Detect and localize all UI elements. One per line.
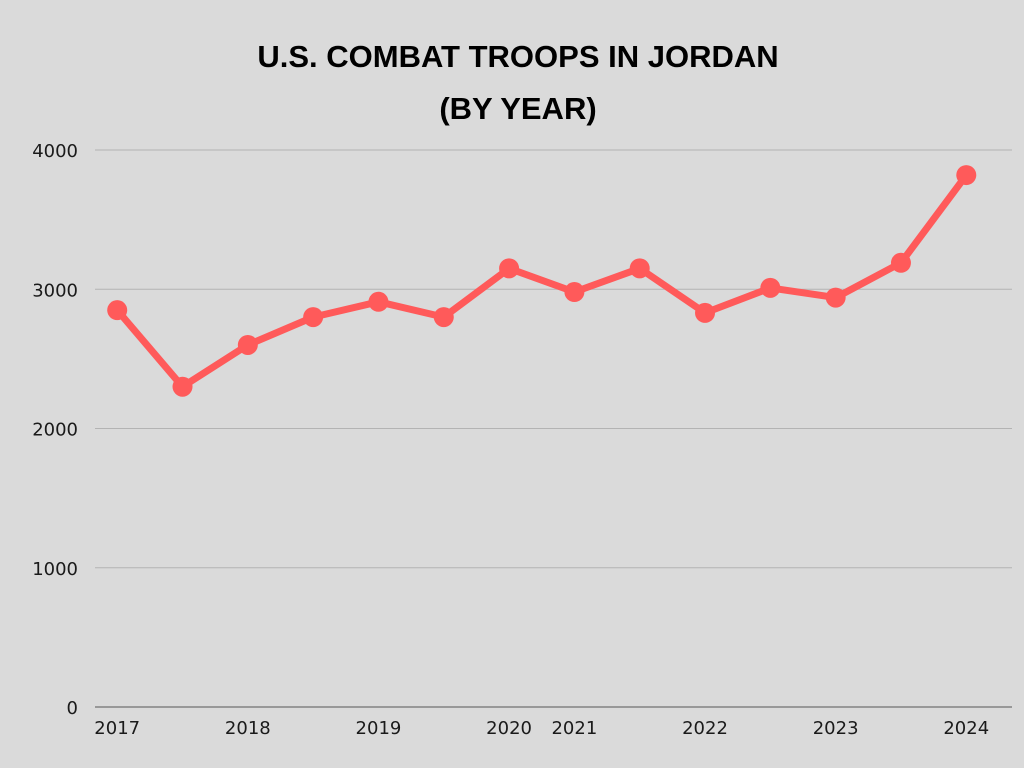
x-tick-label: 2020 xyxy=(486,718,532,739)
series xyxy=(107,165,977,397)
data-point xyxy=(237,334,258,355)
data-point xyxy=(629,258,650,279)
y-tick-label: 2000 xyxy=(32,420,78,441)
data-point xyxy=(695,302,716,323)
x-axis-ticks: 2017 2018 2019 2020 2021 2022 2023 2024 xyxy=(94,718,989,739)
y-axis-ticks: 0 1000 2000 3000 4000 xyxy=(32,141,78,719)
x-tick-label: 2021 xyxy=(551,718,597,739)
y-tick-label: 4000 xyxy=(32,141,78,162)
gridlines xyxy=(95,149,1012,708)
x-tick-label: 2023 xyxy=(813,718,859,739)
data-point xyxy=(825,287,846,308)
x-tick-label: 2018 xyxy=(225,718,271,739)
series-line xyxy=(113,171,970,391)
data-point xyxy=(433,307,454,328)
data-point xyxy=(172,376,193,397)
data-point xyxy=(890,252,911,273)
x-tick-label: 2024 xyxy=(943,718,989,739)
x-tick-label: 2022 xyxy=(682,718,728,739)
data-point xyxy=(107,300,128,321)
y-tick-label: 3000 xyxy=(32,280,78,301)
data-point xyxy=(303,307,324,328)
data-point xyxy=(499,258,520,279)
data-point xyxy=(564,282,585,303)
y-tick-label: 1000 xyxy=(32,559,78,580)
chart-title-line-2: (BY YEAR) xyxy=(439,91,596,126)
x-tick-label: 2019 xyxy=(356,718,402,739)
chart-title-line-1: U.S. COMBAT TROOPS IN JORDAN xyxy=(257,39,778,74)
data-point xyxy=(956,165,977,186)
x-tick-label: 2017 xyxy=(94,718,140,739)
y-tick-label: 0 xyxy=(67,698,78,719)
data-point xyxy=(368,291,389,312)
data-point xyxy=(760,277,781,298)
